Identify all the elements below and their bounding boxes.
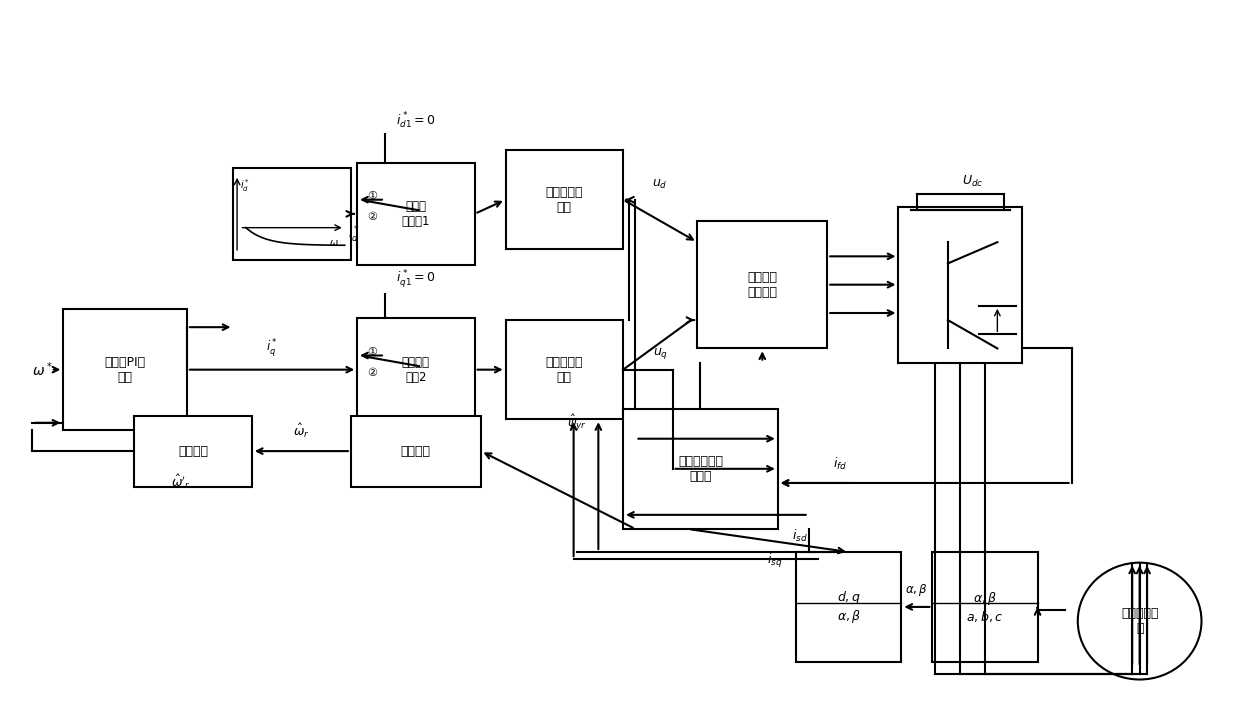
- Text: $\hat{\omega}'_r$: $\hat{\omega}'_r$: [171, 472, 191, 491]
- Bar: [506, 150, 622, 250]
- Text: 混合磁链模型
观测器: 混合磁链模型 观测器: [678, 455, 723, 483]
- Text: ②: ②: [367, 213, 377, 223]
- Text: $\alpha,\beta$: $\alpha,\beta$: [905, 582, 929, 599]
- Text: 空间矢量
调制算法: 空间矢量 调制算法: [748, 271, 777, 299]
- Text: $i_d^*$: $i_d^*$: [239, 177, 249, 194]
- Bar: [506, 320, 622, 419]
- Bar: [134, 416, 252, 486]
- Bar: [357, 163, 475, 265]
- Text: 状态转换
开关2: 状态转换 开关2: [402, 356, 430, 384]
- Bar: [697, 221, 827, 348]
- Text: 励磁电流调
节器: 励磁电流调 节器: [546, 186, 583, 214]
- Text: $i_{sq}$: $i_{sq}$: [768, 552, 782, 570]
- Bar: [622, 409, 777, 529]
- Text: ①: ①: [367, 191, 377, 201]
- Text: $\hat{\omega}_r$: $\hat{\omega}_r$: [293, 422, 310, 441]
- Text: $\hat{\psi}_{yr}$: $\hat{\psi}_{yr}$: [567, 413, 587, 434]
- Bar: [796, 552, 901, 662]
- Bar: [357, 319, 475, 421]
- Text: $\alpha,\beta$
$a,b,c$: $\alpha,\beta$ $a,b,c$: [966, 589, 1003, 624]
- Bar: [63, 309, 187, 430]
- Text: $U_{dc}$: $U_{dc}$: [962, 174, 983, 189]
- Text: 转矩电流调
节器: 转矩电流调 节器: [546, 356, 583, 384]
- Text: ①: ①: [367, 347, 377, 357]
- Text: 低通滤波: 低通滤波: [179, 444, 208, 458]
- Text: $i_d^*$: $i_d^*$: [348, 225, 360, 245]
- Text: ②: ②: [367, 368, 377, 378]
- Bar: [351, 416, 481, 486]
- Bar: [932, 552, 1038, 662]
- Text: $\omega^*$: $\omega^*$: [32, 360, 53, 379]
- Text: $\omega$: $\omega$: [329, 238, 339, 248]
- Ellipse shape: [1078, 562, 1202, 680]
- Bar: [898, 207, 1022, 363]
- Text: 状态转
换开关1: 状态转 换开关1: [402, 200, 430, 228]
- Text: $i_{sd}$: $i_{sd}$: [791, 528, 807, 543]
- Text: 永磁同步电
机: 永磁同步电 机: [1121, 607, 1158, 635]
- Text: $i_{d1}^*=0$: $i_{d1}^*=0$: [396, 110, 435, 131]
- Bar: [233, 168, 351, 260]
- Text: $i_{fd}$: $i_{fd}$: [832, 456, 847, 472]
- Text: 速度环PI调
节器: 速度环PI调 节器: [104, 356, 145, 384]
- Text: $d,q$
$\alpha,\beta$: $d,q$ $\alpha,\beta$: [837, 589, 861, 625]
- Text: $u_q$: $u_q$: [652, 346, 668, 361]
- Text: $i_q^*$: $i_q^*$: [267, 337, 278, 359]
- Text: 角度微分: 角度微分: [401, 444, 430, 458]
- Text: $i_{q1}^*=0$: $i_{q1}^*=0$: [396, 268, 435, 290]
- Text: $u_d$: $u_d$: [652, 178, 668, 191]
